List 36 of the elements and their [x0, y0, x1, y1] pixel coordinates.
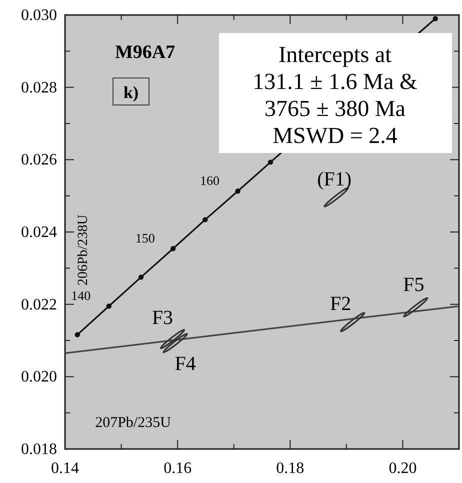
annotation: 160	[200, 173, 220, 188]
x-tick-label: 0.18	[276, 460, 304, 477]
x-tick-label: 0.16	[164, 460, 192, 477]
annotation: Intercepts at 131.1 ± 1.6 Ma & 3765 ± 380 Ma MSWD = 2.4	[252, 42, 418, 148]
x-tick-label: 0.14	[51, 460, 79, 477]
y-axis-title: 206Pb/238U	[76, 214, 91, 286]
point	[106, 304, 112, 309]
x-axis-title: 207Pb/235U	[95, 415, 172, 431]
text: 0.030	[21, 7, 57, 24]
y-tick-label: 0.024	[21, 224, 57, 241]
annotation: 140	[71, 288, 91, 304]
annotation: (F1)	[317, 168, 352, 190]
point	[160, 328, 186, 350]
y-tick-label: 0.018	[21, 441, 57, 458]
annotation: F3	[152, 307, 174, 330]
annotation: F5	[403, 274, 424, 296]
annotation: M96A7	[115, 42, 176, 63]
point	[235, 188, 240, 194]
text: 0.20	[388, 460, 417, 477]
point	[432, 16, 438, 22]
point	[74, 332, 80, 338]
y-tick-label: 0.022	[21, 296, 57, 314]
point	[170, 246, 176, 252]
point	[340, 312, 366, 332]
point	[162, 332, 188, 354]
y-tick-label: 0.028	[21, 79, 57, 96]
y-tick-label: 0.026	[21, 152, 57, 169]
annotation: k)	[123, 83, 139, 102]
point	[138, 274, 144, 280]
annotation: F4	[174, 353, 196, 376]
point	[202, 217, 208, 222]
text: 0.020	[21, 368, 57, 386]
point	[403, 297, 428, 318]
annotation: 150	[135, 230, 155, 246]
annotation: F2	[330, 293, 352, 316]
point	[268, 160, 274, 165]
